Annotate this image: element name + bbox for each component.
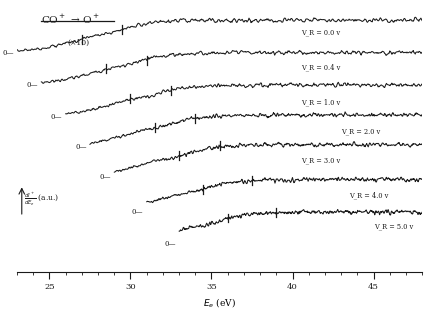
Text: 0—: 0— <box>164 240 176 248</box>
Text: V_R = 5.0 v: V_R = 5.0 v <box>374 223 413 231</box>
Text: V_R = 2.0 v: V_R = 2.0 v <box>341 127 380 135</box>
Text: 0—: 0— <box>26 81 38 89</box>
Text: 0—: 0— <box>51 113 62 121</box>
Text: 0—: 0— <box>99 173 111 181</box>
Text: 0—: 0— <box>75 143 87 151</box>
Text: (×10): (×10) <box>68 39 90 46</box>
Text: V_R = 0.4 v: V_R = 0.4 v <box>300 64 340 71</box>
Text: V_R = 4.0 v: V_R = 4.0 v <box>349 192 388 200</box>
Text: 0—: 0— <box>132 208 143 216</box>
Text: V_R = 0.0 v: V_R = 0.0 v <box>300 29 340 37</box>
Text: V_R = 3.0 v: V_R = 3.0 v <box>300 157 340 165</box>
Text: 0—: 0— <box>2 49 14 56</box>
Text: CO$^+$ → O$^+$: CO$^+$ → O$^+$ <box>41 13 99 26</box>
Text: $\frac{dI^+}{dE_e}$ (a.u.): $\frac{dI^+}{dE_e}$ (a.u.) <box>24 191 60 208</box>
Text: V_R = 1.0 v: V_R = 1.0 v <box>300 98 340 106</box>
X-axis label: $E_e$ (eV): $E_e$ (eV) <box>203 295 236 309</box>
